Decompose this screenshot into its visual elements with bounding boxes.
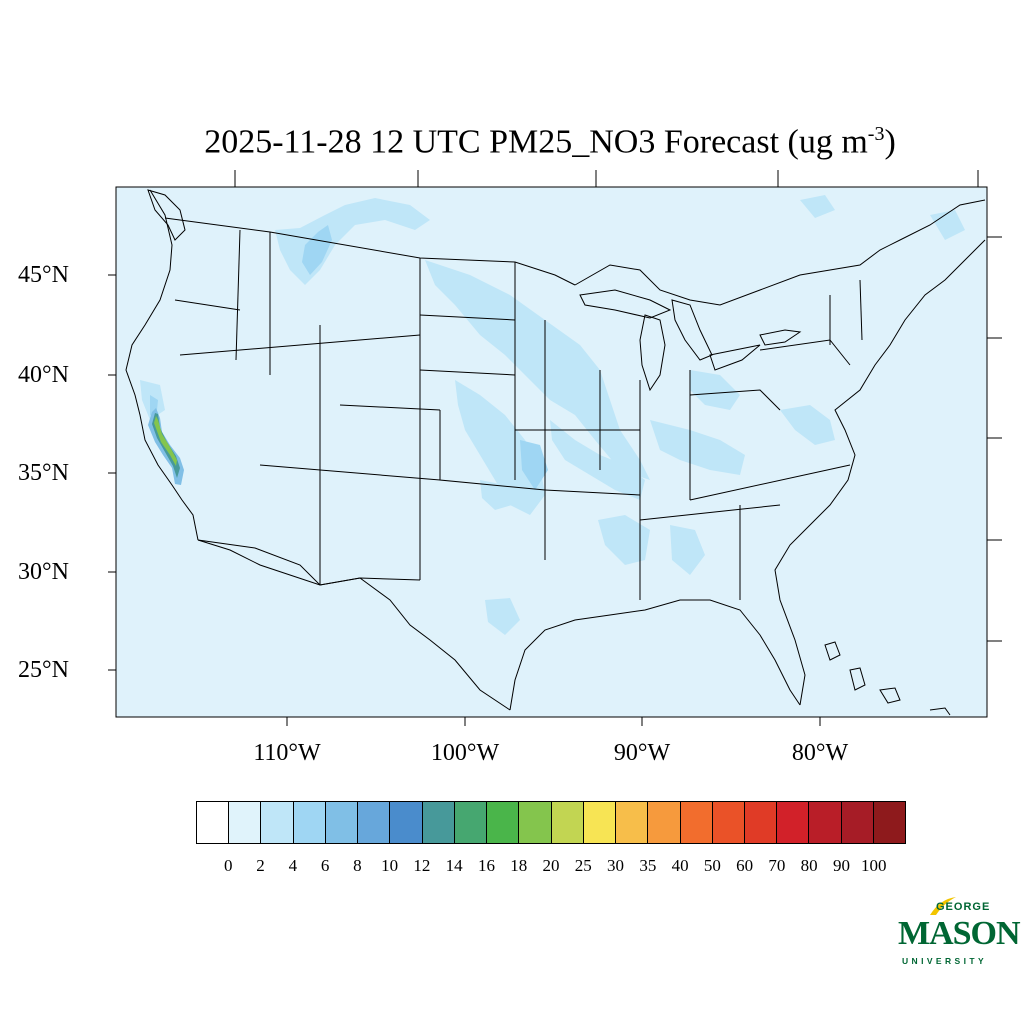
colorbar-box [616,802,649,843]
colorbar-label: 30 [607,856,625,875]
colorbar-box [841,802,874,843]
colorbar-label: 2 [256,856,265,875]
title-superscript: -3 [867,123,885,145]
colorbar-label: 18 [510,856,528,875]
colorbar-box [487,802,520,843]
colorbar-label: 8 [353,856,362,875]
colorbar-box [422,802,455,843]
lat-label-30: 30°N [18,559,69,585]
colorbar-label: 50 [703,856,721,875]
california-hotspot [148,408,184,485]
colorbar-label: 0 [224,856,233,875]
colorbar-label: 4 [288,856,298,875]
colorbar-box [583,802,617,843]
colorbar-box [229,802,262,843]
colorbar-box [680,802,713,843]
map-plot-area [115,186,988,718]
lon-label-80: 80°W [791,740,849,766]
colorbar-box [325,802,359,843]
lon-label-100: 100°W [430,740,500,766]
lon-label-90: 90°W [613,740,671,766]
map-title: 2025-11-28 12 UTC PM25_NO3 Forecast (ug … [0,112,1024,164]
logo-swoosh-icon [930,897,956,915]
map-boundaries [125,189,986,716]
colorbar-box [197,802,230,843]
logo-top-text: GEORGE [936,901,991,913]
colorbar-box [551,802,584,843]
colorbar-box [261,802,294,843]
colorbar-box [873,802,906,843]
colorbar-box [744,802,778,843]
colorbar-label: 25 [574,856,592,875]
colorbar-box [519,802,552,843]
colorbar-label: 14 [445,856,463,875]
colorbar-box [358,802,391,843]
colorbar-label: 90 [832,856,850,875]
colorbar-label: 100 [860,856,887,875]
colorbar-box [809,802,842,843]
colorbar-label: 6 [320,856,330,875]
gmu-logo: GEORGE MASON UNIVERSITY [898,895,1021,970]
lat-label-45: 45°N [18,262,69,288]
colorbar-label: 70 [768,856,786,875]
colorbar-box [777,802,810,843]
colorbar-label: 20 [542,856,560,875]
colorbar-label: 16 [477,856,495,875]
map-ticks [108,170,1002,726]
lat-label-25: 25°N [18,657,69,683]
colorbar-label: 35 [639,856,657,875]
lat-label-40: 40°N [18,362,69,388]
lat-label-35: 35°N [18,460,69,486]
logo-main-text: MASON [898,915,1021,952]
title-main: 2025-11-28 12 UTC PM25_NO3 Forecast (ug … [204,123,868,161]
colorbar-label: 10 [381,856,399,875]
colorbar-box [293,802,326,843]
lon-label-110: 110°W [253,740,321,766]
colorbar-label: 12 [413,856,431,875]
logo-bottom-text: UNIVERSITY [902,956,988,966]
colorbar-box [712,802,745,843]
colorbar-box [390,802,423,843]
colorbar [196,801,906,844]
colorbar-label: 60 [736,856,754,875]
colorbar-box [648,802,681,843]
title-close: ) [884,123,896,161]
concentration-shading-moderate [150,225,548,490]
colorbar-label: 80 [800,856,818,875]
colorbar-box [454,802,488,843]
colorbar-label: 40 [671,856,689,875]
